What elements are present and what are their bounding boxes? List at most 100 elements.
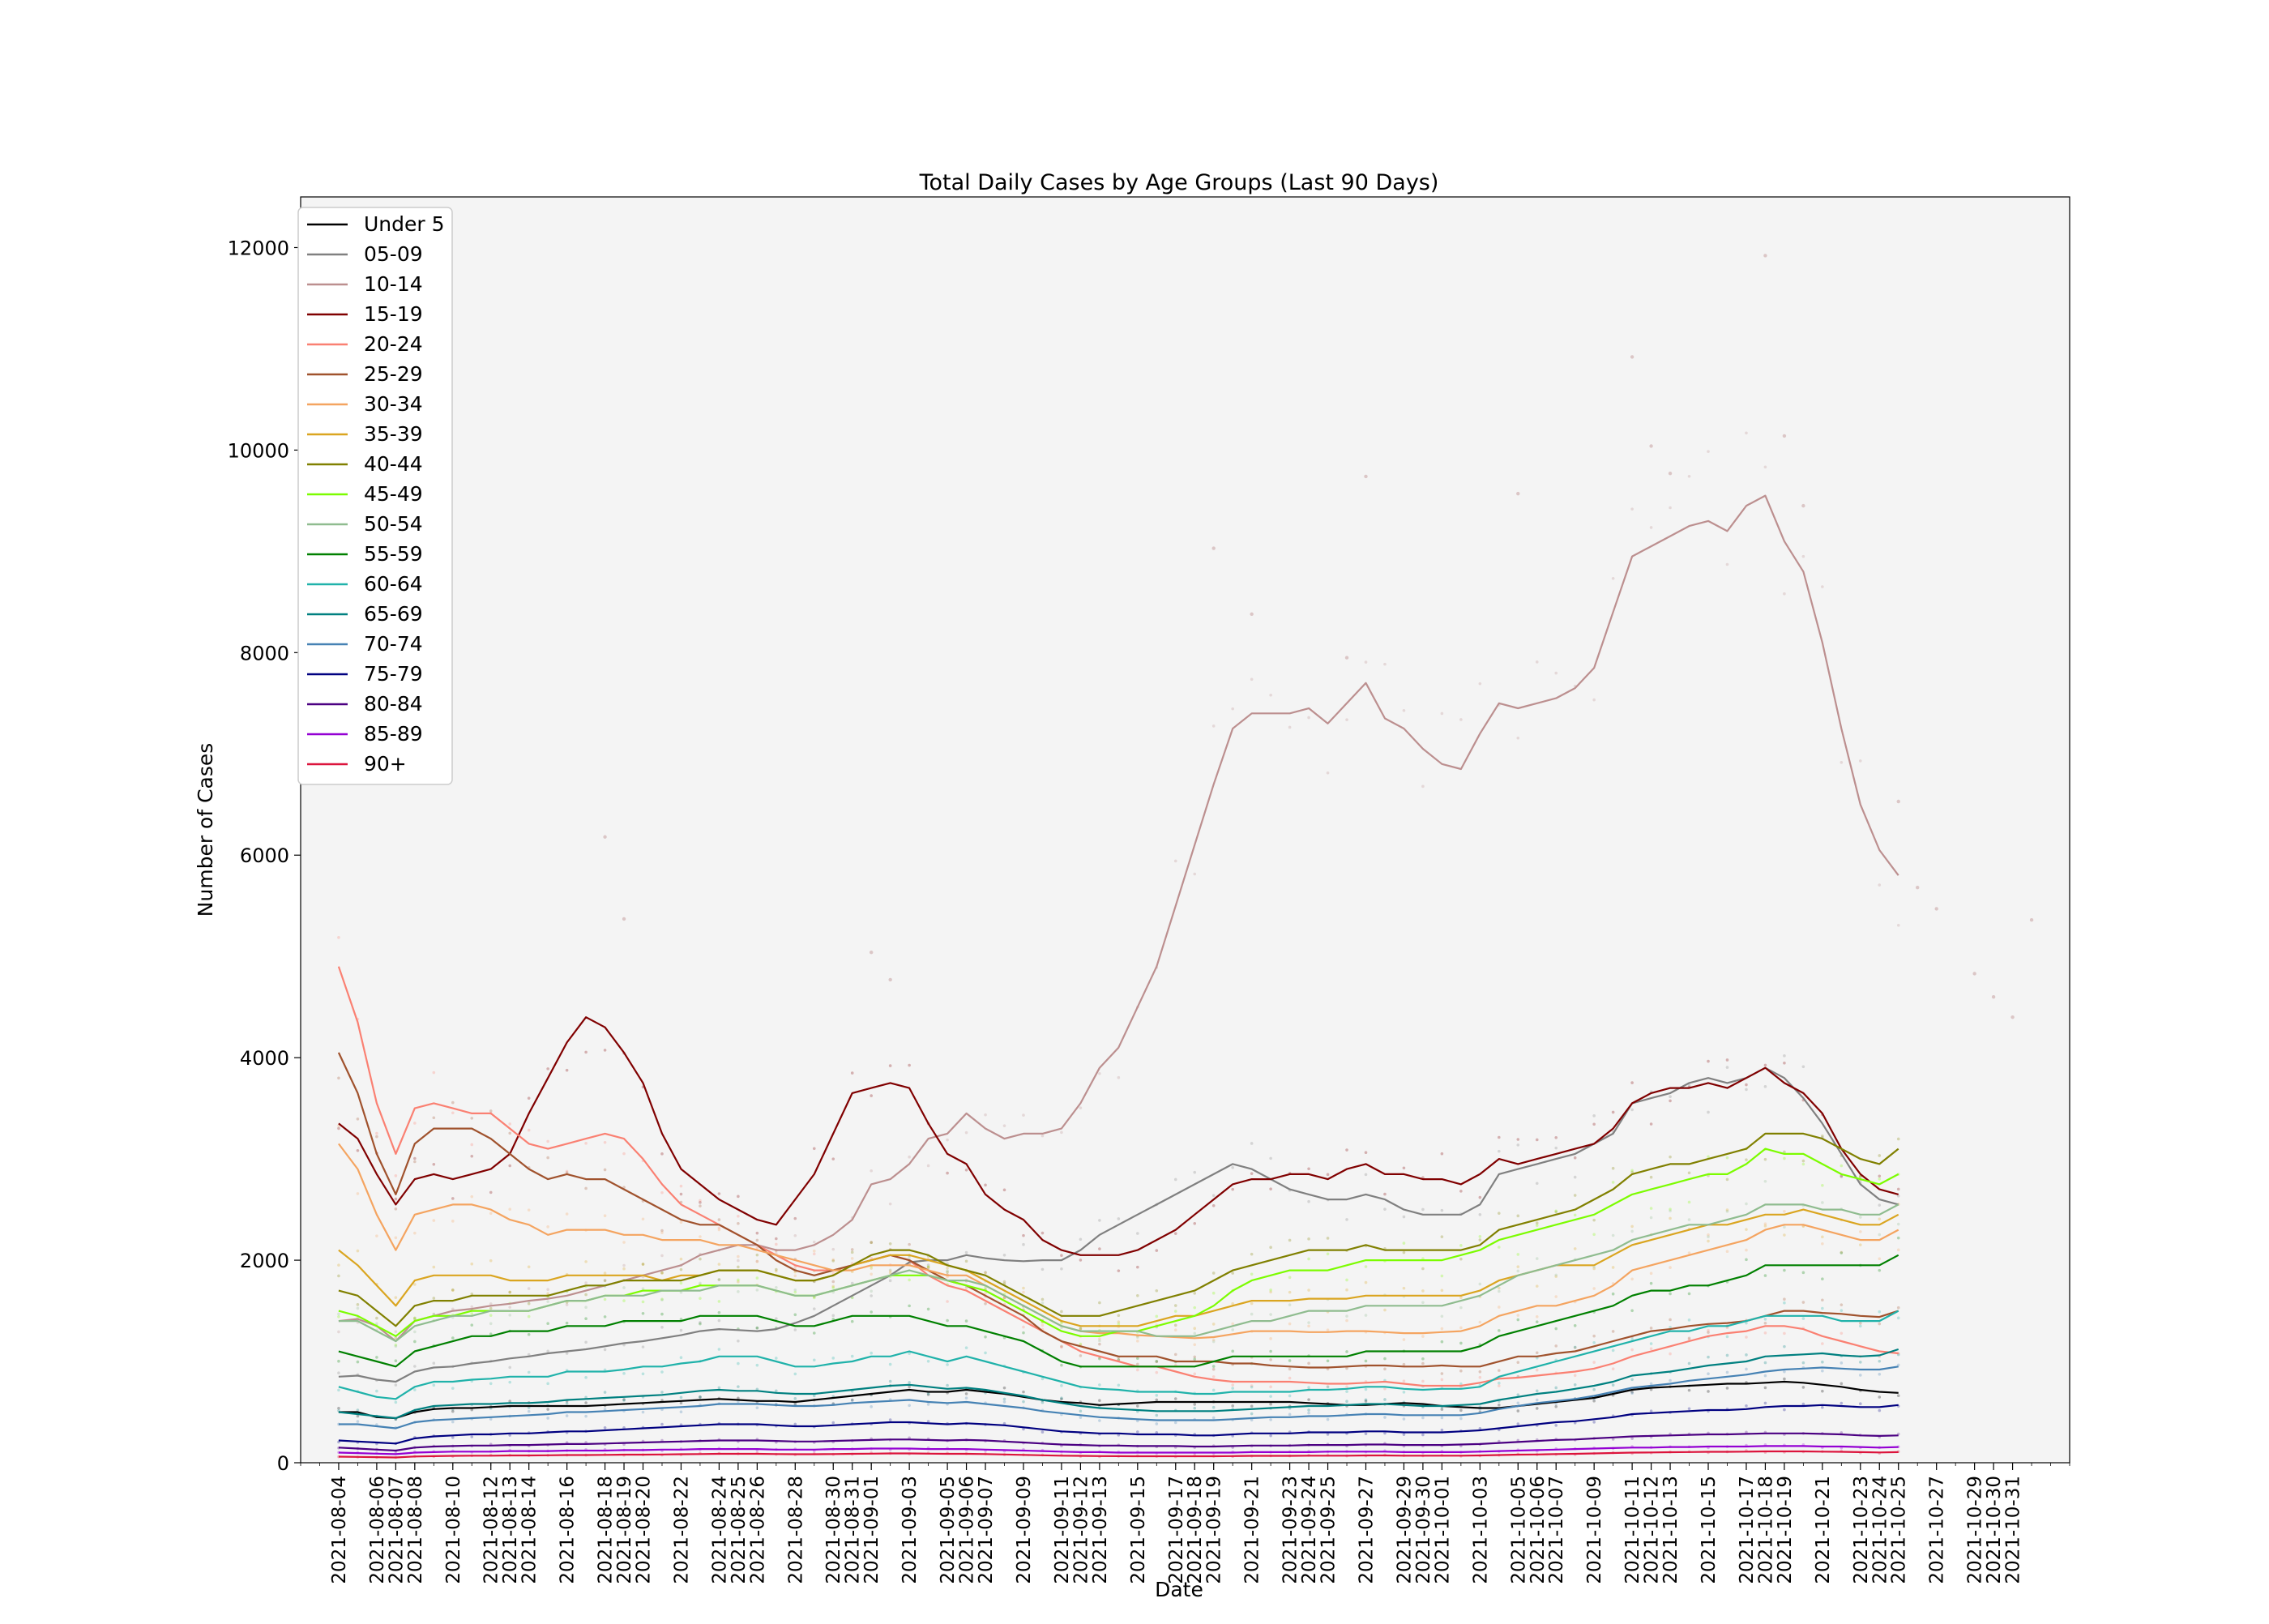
raw-point: [1364, 1359, 1368, 1363]
raw-point: [1763, 1085, 1767, 1088]
raw-point: [1896, 1316, 1900, 1320]
raw-point: [1364, 1314, 1368, 1317]
raw-point: [1745, 1353, 1748, 1357]
raw-point: [1307, 1386, 1310, 1389]
raw-point: [964, 1319, 968, 1323]
raw-point: [870, 1294, 873, 1297]
raw-point: [1972, 972, 1976, 976]
raw-point: [1649, 1327, 1653, 1330]
raw-point: [1364, 1151, 1368, 1154]
raw-point: [1611, 1181, 1615, 1184]
raw-point: [641, 1263, 645, 1266]
raw-point: [888, 1242, 892, 1246]
raw-point: [1231, 1301, 1234, 1306]
raw-point: [1136, 1232, 1139, 1235]
x-tick-label: 2021-10-21: [1813, 1476, 1834, 1584]
raw-point: [1821, 1242, 1824, 1246]
raw-point: [1345, 1278, 1348, 1282]
x-tick-label: 2021-10-25: [1889, 1476, 1910, 1584]
raw-point: [1079, 1327, 1083, 1331]
raw-point: [527, 1287, 531, 1290]
raw-point: [660, 1271, 664, 1275]
raw-point: [1763, 1157, 1767, 1161]
raw-point: [603, 1348, 607, 1352]
raw-point: [1211, 1338, 1216, 1342]
raw-point: [451, 1288, 455, 1292]
raw-point: [1649, 1281, 1653, 1285]
raw-point: [1402, 1166, 1406, 1170]
raw-point: [1611, 1233, 1615, 1237]
raw-point: [1840, 761, 1844, 764]
raw-point: [1155, 1370, 1159, 1374]
raw-point: [2029, 918, 2034, 922]
x-tick-label: 2021-09-17: [1166, 1476, 1187, 1584]
raw-point: [1098, 1219, 1101, 1222]
raw-point: [1155, 1422, 1159, 1425]
raw-point: [1117, 1383, 1121, 1387]
raw-point: [1459, 1341, 1463, 1345]
raw-point: [1364, 1173, 1368, 1177]
raw-point: [1725, 1208, 1729, 1212]
raw-point: [660, 1298, 664, 1301]
x-tick-label: 2021-10-11: [1622, 1476, 1643, 1584]
raw-point: [375, 1389, 378, 1393]
raw-point: [1060, 1310, 1063, 1314]
x-tick-label: 2021-10-27: [1927, 1476, 1948, 1584]
raw-point: [926, 1164, 930, 1168]
raw-point: [888, 1362, 892, 1366]
raw-point: [622, 1399, 626, 1402]
raw-point: [432, 1071, 436, 1075]
raw-point: [622, 1286, 626, 1289]
raw-point: [964, 1346, 968, 1349]
raw-point: [1707, 1233, 1710, 1237]
raw-point: [888, 1279, 892, 1283]
raw-point: [1383, 1416, 1387, 1419]
raw-point: [831, 1284, 835, 1289]
raw-point: [1725, 1177, 1729, 1182]
raw-point: [1687, 1083, 1691, 1088]
legend-label: 90+: [364, 752, 407, 776]
raw-point: [870, 1256, 873, 1260]
raw-point: [1383, 1192, 1387, 1196]
raw-point: [1040, 1297, 1045, 1301]
raw-point: [584, 1293, 588, 1297]
raw-point: [1840, 1331, 1844, 1336]
raw-point: [1630, 507, 1634, 511]
raw-point: [1002, 1296, 1006, 1300]
raw-point: [679, 1184, 683, 1188]
raw-point: [1669, 1209, 1672, 1213]
raw-point: [699, 1235, 702, 1238]
raw-point: [1211, 1388, 1216, 1392]
series-line-25-29: [337, 1052, 1899, 1369]
raw-point: [717, 1310, 721, 1314]
raw-point: [1098, 1419, 1101, 1422]
raw-point: [413, 1365, 417, 1368]
raw-point: [793, 1288, 797, 1292]
raw-point: [1669, 1099, 1672, 1103]
raw-point: [1649, 1216, 1653, 1220]
raw-point: [1669, 1155, 1672, 1159]
x-tick-label: 2021-10-31: [2003, 1476, 2024, 1584]
raw-point: [1878, 883, 1882, 887]
raw-point: [1364, 1387, 1368, 1391]
raw-point: [831, 1286, 835, 1289]
raw-point: [622, 1267, 626, 1271]
raw-point: [470, 1323, 474, 1327]
raw-point: [1878, 1372, 1882, 1376]
raw-point: [926, 1266, 930, 1269]
raw-point: [546, 1225, 549, 1229]
legend-label: 10-14: [364, 272, 423, 296]
raw-point: [394, 1344, 398, 1348]
raw-point: [1478, 1238, 1482, 1242]
raw-point: [1687, 1388, 1691, 1392]
raw-point: [1878, 1233, 1882, 1237]
raw-point: [1288, 725, 1292, 729]
raw-point: [1801, 1317, 1805, 1320]
raw-point: [793, 1274, 797, 1278]
raw-point: [793, 1422, 797, 1426]
raw-point: [1821, 1369, 1824, 1373]
raw-point: [1173, 1421, 1177, 1425]
raw-point: [1498, 1286, 1501, 1290]
raw-point: [546, 1300, 549, 1303]
raw-point: [1155, 1314, 1159, 1318]
